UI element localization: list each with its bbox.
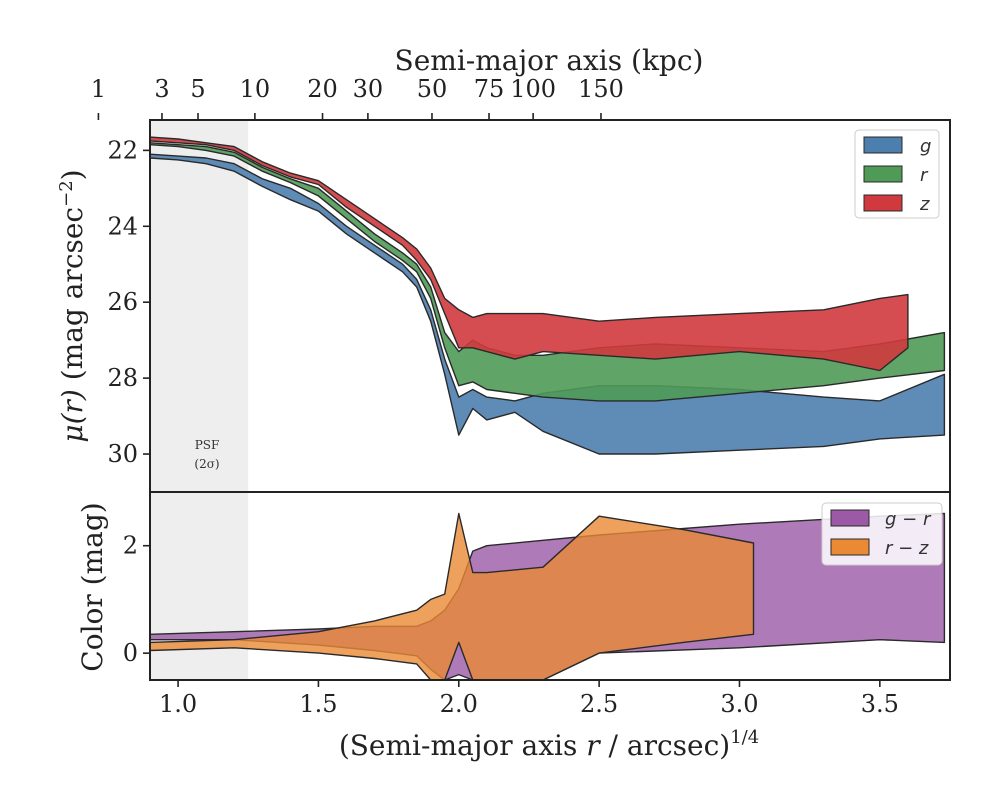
x-top-tick-label: 30 xyxy=(353,75,384,103)
y-tick-label-top: 22 xyxy=(107,136,138,164)
y-tick-label-bottom: 0 xyxy=(123,639,138,667)
x-top-tick-label: 20 xyxy=(307,75,338,103)
legend-swatch-g xyxy=(863,136,903,154)
legend-swatch-color-0 xyxy=(830,509,870,527)
legend-label-color-0: g − r xyxy=(885,509,932,530)
y-axis-label-top: μ(r) (mag arcsec−2) xyxy=(56,169,89,442)
y-tick-label-top: 26 xyxy=(107,288,138,316)
y-label-symbol: μ(r) xyxy=(56,389,89,442)
y-label-units: (mag arcsec xyxy=(56,207,89,389)
y-tick-label-top: 24 xyxy=(107,212,138,240)
psf-region-bottom xyxy=(150,492,249,680)
x-axis-label-var: r xyxy=(586,729,601,762)
band-g xyxy=(150,153,946,455)
y-axis-label-bottom: Color (mag) xyxy=(76,502,109,671)
x-top-tick-label: 3 xyxy=(154,75,169,103)
x-top-tick-label: 75 xyxy=(474,75,505,103)
x-top-tick-label: 10 xyxy=(240,75,271,103)
psf-region xyxy=(150,120,249,492)
legend-swatch-z xyxy=(863,194,903,212)
top-plot-area xyxy=(150,120,946,492)
x-tick-label: 1.0 xyxy=(159,690,197,718)
y-tick-label-top: 28 xyxy=(107,364,138,392)
x-tick-label: 2.5 xyxy=(580,690,618,718)
color-profile-panel: 0 2 1.0 1.5 2.0 2.5 3.0 3.5 g − r r − z xyxy=(123,491,951,718)
x-axis-label-part: / arcsec) xyxy=(600,729,731,762)
x-axis-label-exponent: 1/4 xyxy=(730,727,759,748)
legend-swatch-r xyxy=(863,165,903,183)
x-top-tick-label: 5 xyxy=(190,75,205,103)
legend-label-color-1: r − z xyxy=(885,538,929,559)
legend-swatch-color-1 xyxy=(830,538,870,556)
x-tick-label: 1.5 xyxy=(299,690,337,718)
y-label-exponent: −2 xyxy=(56,180,77,207)
legend-label-g: g xyxy=(920,136,931,157)
legend-bottom: g − r r − z xyxy=(821,502,943,566)
bottom-plot-area xyxy=(150,492,946,680)
bottom-panel-frame xyxy=(149,491,951,681)
band-r xyxy=(150,142,946,402)
legend-label-z: z xyxy=(919,194,930,215)
top-axis-label: Semi-major axis (kpc) xyxy=(395,44,704,77)
legend-top: grz xyxy=(854,129,940,219)
x-top-tick-label: 50 xyxy=(417,75,448,103)
x-top-tick-label: 1 xyxy=(91,75,106,103)
psf-sigma-label: (2σ) xyxy=(194,457,219,471)
axis-labels: Semi-major axis (kpc) (Semi-major axis r… xyxy=(56,44,759,762)
x-tick-label: 3.5 xyxy=(861,690,899,718)
x-tick-label: 3.0 xyxy=(720,690,758,718)
band-z xyxy=(150,136,909,372)
y-tick-label-top: 30 xyxy=(107,440,138,468)
x-axis-label: (Semi-major axis r / arcsec)1/4 xyxy=(339,727,759,762)
band-color-1 xyxy=(150,512,755,680)
y-label-close: ) xyxy=(56,169,89,180)
psf-label: PSF xyxy=(195,438,220,452)
x-top-tick-label: 150 xyxy=(578,75,624,103)
x-tick-label: 2.0 xyxy=(440,690,478,718)
surface-brightness-panel: PSF (2σ) 22 24 26 28 30 1 3 5 10 20 30 50 75 100 150 grz xyxy=(91,75,951,493)
y-tick-label-bottom: 2 xyxy=(123,532,138,560)
legend-label-r: r xyxy=(920,165,929,186)
x-axis-label-part: (Semi-major axis xyxy=(339,729,586,762)
x-top-tick-label: 100 xyxy=(510,75,556,103)
